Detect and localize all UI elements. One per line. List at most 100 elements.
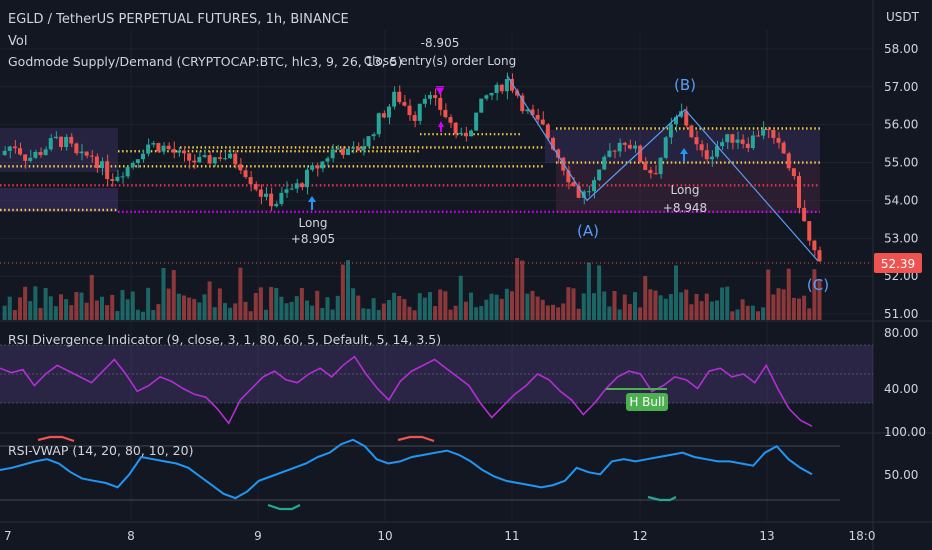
candle-body	[592, 180, 596, 192]
candle-body	[545, 124, 550, 138]
candle-body	[64, 136, 69, 147]
volume-bar	[320, 307, 325, 320]
candle-body	[305, 169, 309, 188]
volume-bar	[361, 308, 366, 320]
candle-body	[7, 146, 12, 151]
price-axis-tick: 57.00	[884, 80, 918, 94]
volume-bar	[561, 303, 566, 320]
candle-body	[479, 98, 484, 113]
volume-bar	[469, 292, 473, 320]
volume-bar	[756, 311, 760, 320]
volume-bars	[2, 258, 822, 320]
candle-body	[720, 142, 725, 147]
candle-body	[653, 173, 658, 175]
candle-body	[776, 138, 781, 143]
candle-body	[146, 144, 151, 154]
indicator-label[interactable]: Godmode Supply/Demand (CRYPTOCAP:BTC, hl…	[8, 54, 402, 69]
volume-bar	[766, 269, 771, 320]
volume-bar	[535, 296, 540, 320]
price-axis-tick: 53.00	[884, 231, 918, 245]
volume-bar	[120, 290, 125, 320]
volume-bar	[233, 303, 238, 320]
rsi-vwap-axis[interactable]: 100.00 50.00	[884, 425, 926, 482]
currency-label: USDT	[886, 10, 920, 24]
wave-b-label: (B)	[674, 76, 696, 94]
candle-body	[223, 158, 227, 160]
candle-body	[18, 148, 22, 155]
chart-title: EGLD / TetherUS PERPETUAL FUTURES, 1h, B…	[8, 12, 349, 27]
price-axis-tick: 55.00	[884, 156, 918, 170]
candle-body	[264, 193, 268, 197]
volume-bar	[740, 299, 745, 320]
candle-body	[371, 134, 376, 137]
rsi-label[interactable]: RSI Divergence Indicator (9, close, 3, 1…	[8, 332, 441, 347]
volume-bar	[510, 291, 514, 320]
volume-bar	[28, 301, 33, 320]
candle-body	[2, 150, 7, 155]
long-marker-1[interactable]: Long +8.905	[291, 196, 335, 246]
candle-body	[366, 136, 371, 147]
volume-bar	[397, 296, 402, 320]
candle-body	[469, 130, 473, 137]
volume-bar	[335, 295, 340, 320]
current-price-value: 52.39	[881, 257, 915, 271]
time-axis[interactable]: 7 8 9 10 11 12 13 18:0	[4, 529, 875, 543]
candle-body	[679, 111, 684, 117]
candle-body	[351, 147, 356, 149]
volume-bar	[438, 289, 443, 320]
candle-body	[243, 170, 248, 178]
candle-body	[422, 98, 427, 104]
candle-body	[346, 148, 350, 155]
volume-bar	[504, 288, 509, 320]
volume-bar	[110, 294, 115, 320]
time-axis-label-13: 13	[759, 529, 774, 543]
candle-body	[289, 188, 294, 190]
volume-bar	[238, 267, 243, 320]
volume-bar	[412, 310, 417, 320]
candle-body	[269, 193, 274, 207]
candle-body	[207, 155, 212, 164]
close-marker[interactable]: -8.905 Close entry(s) order Long	[364, 36, 517, 132]
rsi-axis[interactable]: 80.00 40.00	[884, 326, 918, 396]
candle-body	[699, 144, 704, 151]
volume-bar	[556, 307, 561, 320]
long-marker-2[interactable]: Long +8.948	[663, 148, 707, 215]
candle-body	[28, 157, 33, 161]
candle-body	[284, 189, 289, 193]
candle-body	[407, 105, 412, 116]
vol-label[interactable]: Vol	[8, 34, 27, 49]
candle-body	[228, 153, 233, 159]
price-axis[interactable]: USDT 58.0057.0056.0055.0054.0053.0052.00…	[874, 10, 922, 321]
candle-body	[602, 156, 607, 170]
candle-body	[510, 78, 514, 91]
volume-bar	[802, 295, 807, 320]
volume-bar	[125, 299, 130, 320]
candle-body	[817, 250, 822, 262]
volume-bar	[499, 298, 504, 320]
candle-body	[387, 106, 391, 118]
candle-body	[48, 138, 53, 150]
volume-bar	[100, 296, 104, 320]
candle-body	[33, 151, 38, 158]
candle-body	[576, 186, 581, 198]
vwap-axis-tick-50: 50.00	[884, 468, 918, 482]
candle-body	[745, 143, 750, 149]
volume-bar	[745, 305, 750, 320]
volume-bar	[269, 286, 274, 320]
candle-body	[725, 134, 730, 143]
volume-bar	[597, 265, 602, 320]
volume-bar	[53, 306, 58, 320]
volume-bar	[74, 292, 79, 320]
candle-body	[663, 137, 668, 158]
candle-body	[115, 176, 120, 181]
candle-body	[530, 109, 535, 116]
candle-body	[735, 139, 740, 143]
time-axis-label-7: 7	[4, 529, 12, 543]
rsi-vwap-label[interactable]: RSI-VWAP (14, 20, 80, 10, 20)	[8, 443, 193, 458]
time-axis-label-9: 9	[254, 529, 262, 543]
volume-bar	[7, 296, 12, 320]
vwap-axis-tick-100: 100.00	[884, 425, 926, 439]
candle-body	[586, 191, 591, 193]
